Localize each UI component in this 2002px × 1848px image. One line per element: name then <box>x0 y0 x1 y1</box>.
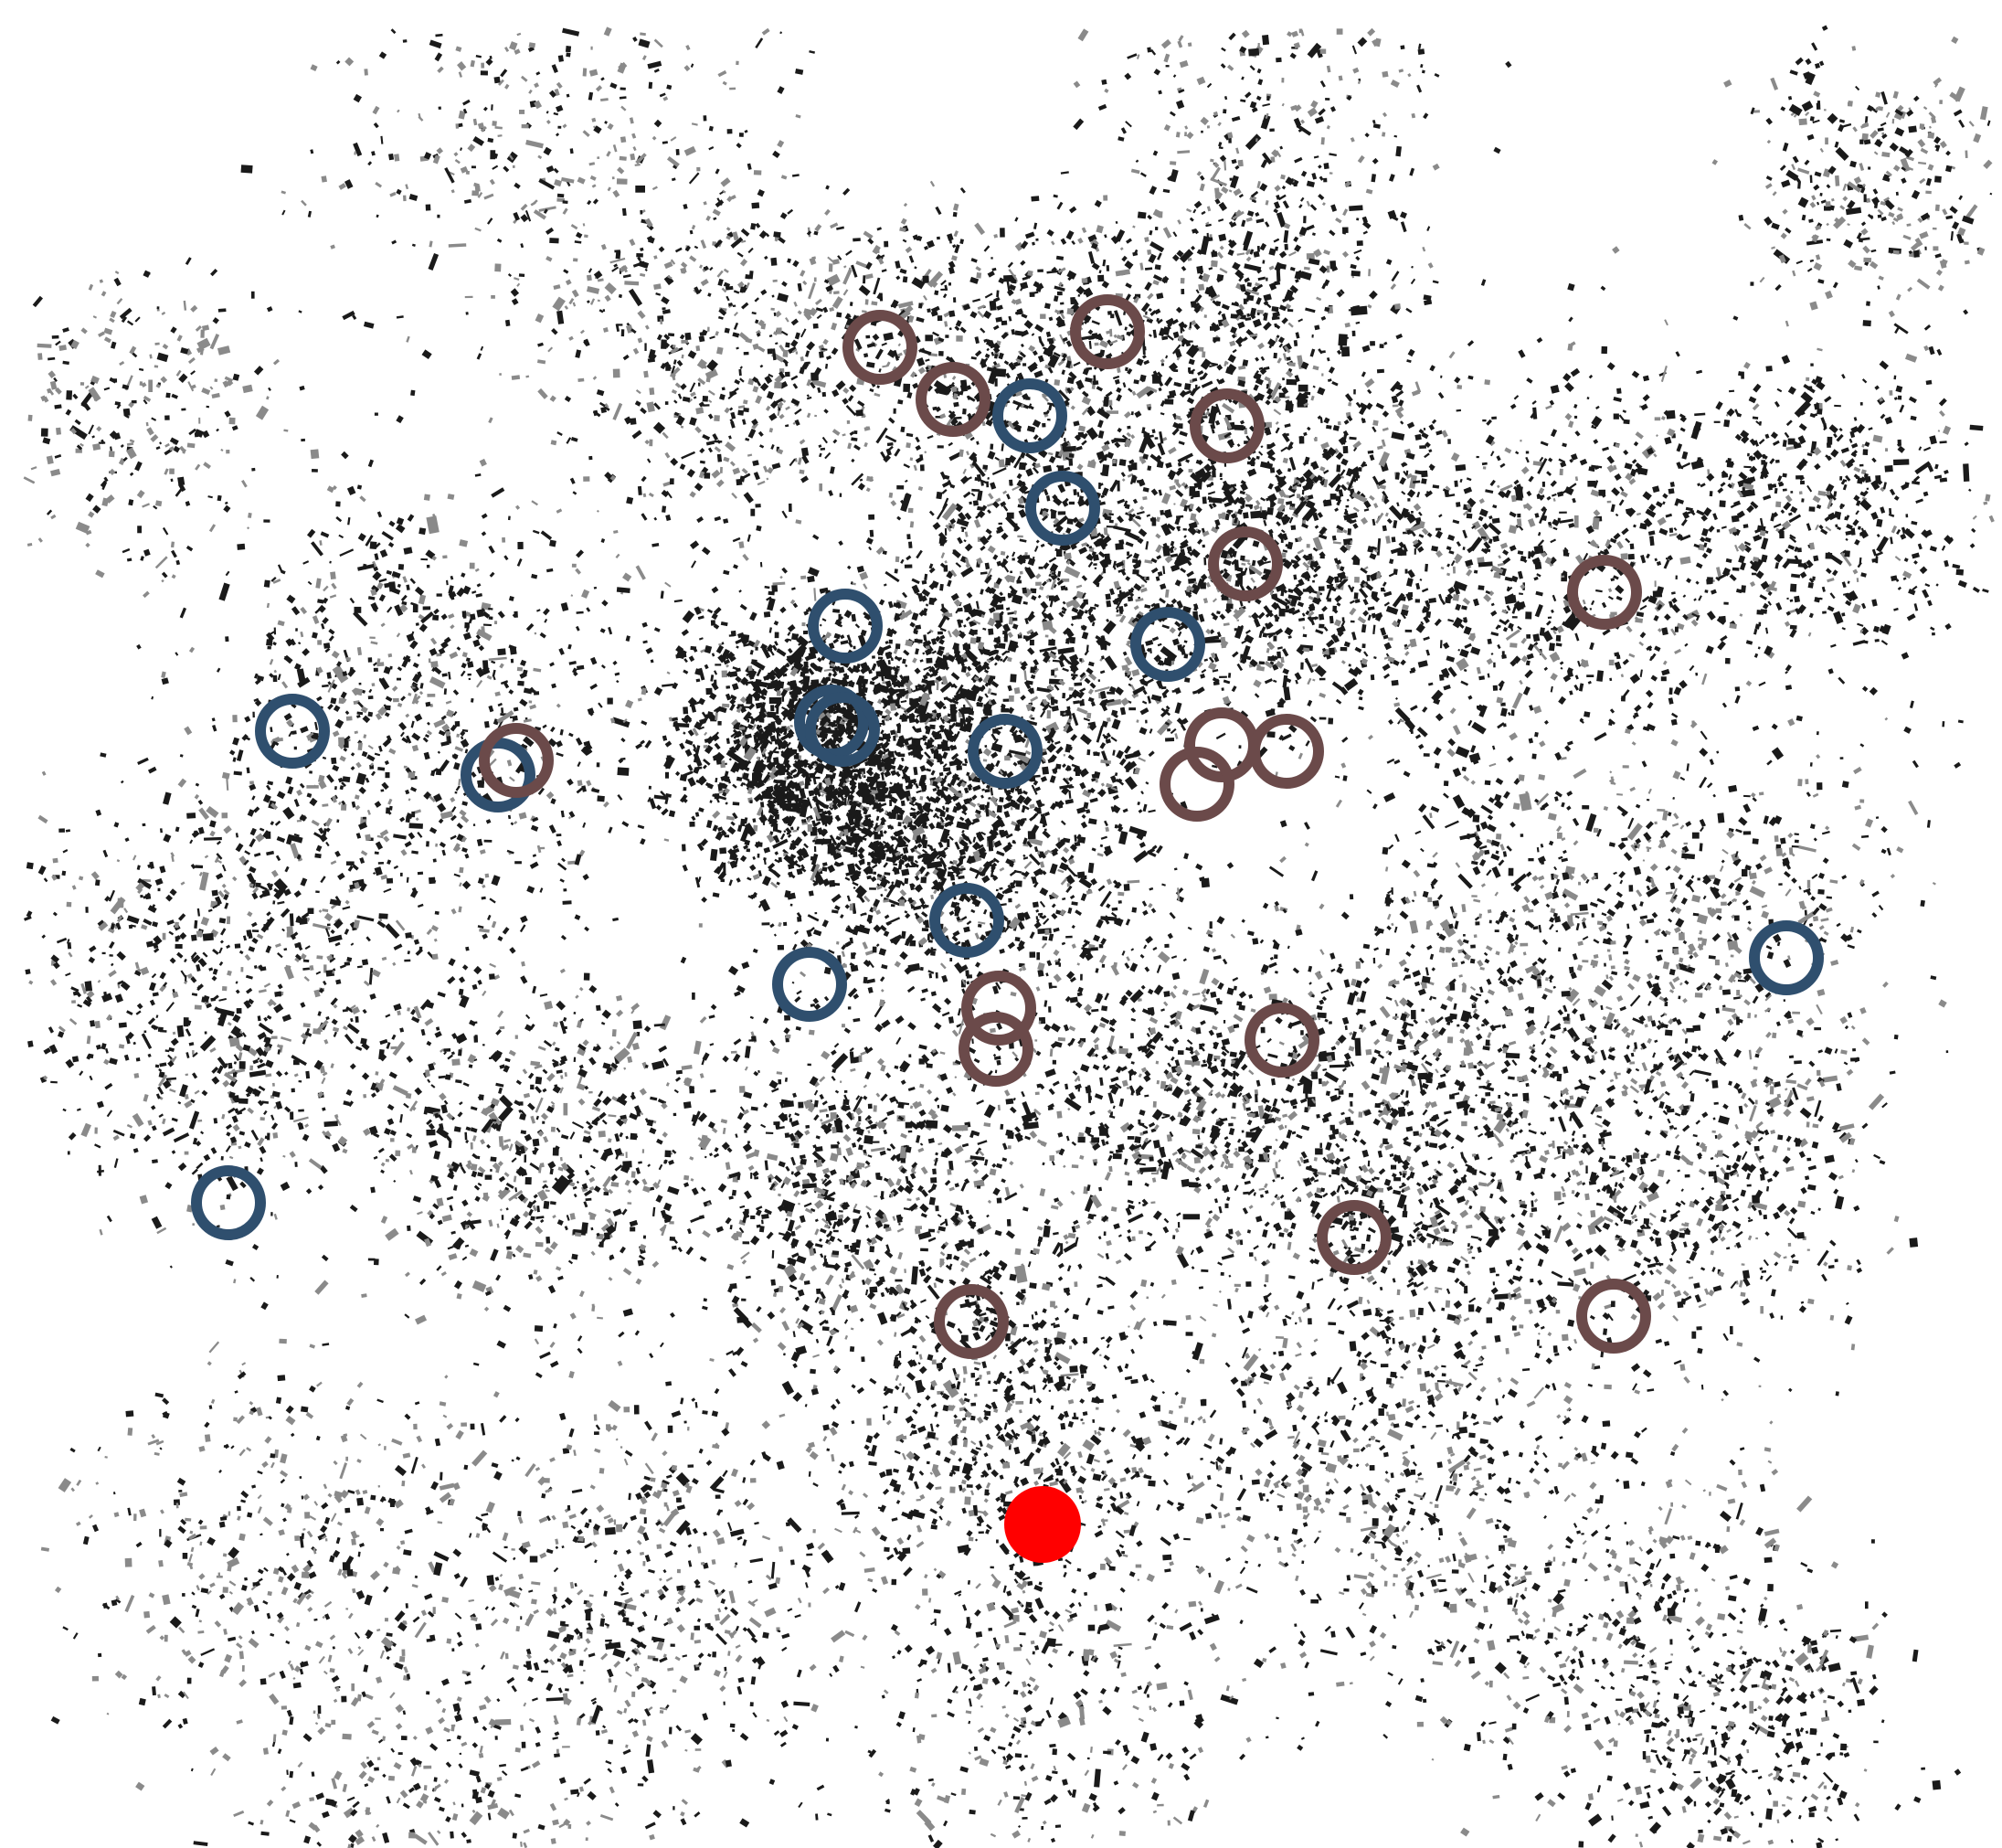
building-footprint <box>726 685 730 689</box>
building-footprint <box>747 848 750 852</box>
building-footprint <box>795 753 799 759</box>
building-footprint <box>905 565 913 568</box>
building-footprint <box>748 665 753 671</box>
building-footprint <box>943 768 950 772</box>
building-footprint <box>755 679 761 685</box>
building-footprint <box>814 912 817 914</box>
building-footprint <box>807 576 815 583</box>
building-footprint <box>683 706 688 714</box>
building-footprint <box>853 769 857 772</box>
building-footprint <box>755 647 757 651</box>
building-footprint <box>800 576 806 579</box>
building-footprint <box>801 622 805 626</box>
building-footprint <box>777 690 781 696</box>
building-footprint <box>714 680 716 686</box>
building-footprint <box>770 705 774 711</box>
building-footprint <box>896 814 903 820</box>
building-footprint <box>617 767 629 775</box>
building-footprint <box>764 611 770 618</box>
building-footprint <box>802 668 809 674</box>
building-footprint <box>869 870 874 875</box>
building-footprint <box>757 854 760 858</box>
building-footprint <box>723 863 726 874</box>
building-footprint <box>649 786 651 790</box>
building-footprint <box>775 632 779 639</box>
building-footprint <box>823 815 832 821</box>
building-footprint <box>747 719 750 723</box>
building-footprint <box>767 683 772 689</box>
building-footprint <box>722 704 729 707</box>
building-footprint <box>789 691 792 695</box>
building-footprint <box>722 671 727 678</box>
building-footprint <box>711 620 715 625</box>
building-footprint <box>853 646 856 650</box>
building-footprint <box>779 857 782 862</box>
building-footprint <box>800 788 804 792</box>
building-footprint <box>777 699 780 705</box>
building-footprint <box>704 745 708 749</box>
building-footprint <box>782 696 785 702</box>
building-footprint <box>775 814 779 820</box>
building-footprint <box>689 822 694 827</box>
building-footprint <box>768 591 775 596</box>
building-footprint <box>878 657 883 660</box>
building-footprint <box>803 675 810 682</box>
building-footprint <box>791 695 798 701</box>
building-footprint <box>937 683 939 690</box>
building-footprint <box>771 585 778 592</box>
building-footprint <box>707 691 710 695</box>
building-footprint <box>815 839 832 844</box>
building-footprint <box>814 846 816 852</box>
building-footprint <box>762 922 770 925</box>
building-footprint <box>926 658 932 664</box>
building-footprint <box>791 796 796 801</box>
building-footprint <box>749 800 752 803</box>
building-footprint <box>790 904 793 907</box>
building-footprint <box>733 802 740 805</box>
building-footprint <box>719 847 726 854</box>
building-footprint <box>665 772 669 779</box>
building-footprint <box>832 609 840 613</box>
building-footprint <box>800 653 801 657</box>
building-footprint <box>717 721 721 726</box>
building-footprint <box>809 890 814 896</box>
building-footprint <box>803 631 808 634</box>
building-footprint <box>889 640 893 644</box>
building-footprint <box>683 787 687 791</box>
building-footprint <box>716 758 722 764</box>
building-footprint <box>715 664 721 665</box>
building-footprint <box>715 793 720 799</box>
building-footprint <box>773 700 778 704</box>
building-footprint <box>842 842 845 845</box>
building-footprint <box>784 830 787 832</box>
building-footprint <box>760 802 764 807</box>
building-footprint <box>682 844 686 852</box>
building-footprint <box>862 859 864 865</box>
building-footprint <box>919 796 923 801</box>
